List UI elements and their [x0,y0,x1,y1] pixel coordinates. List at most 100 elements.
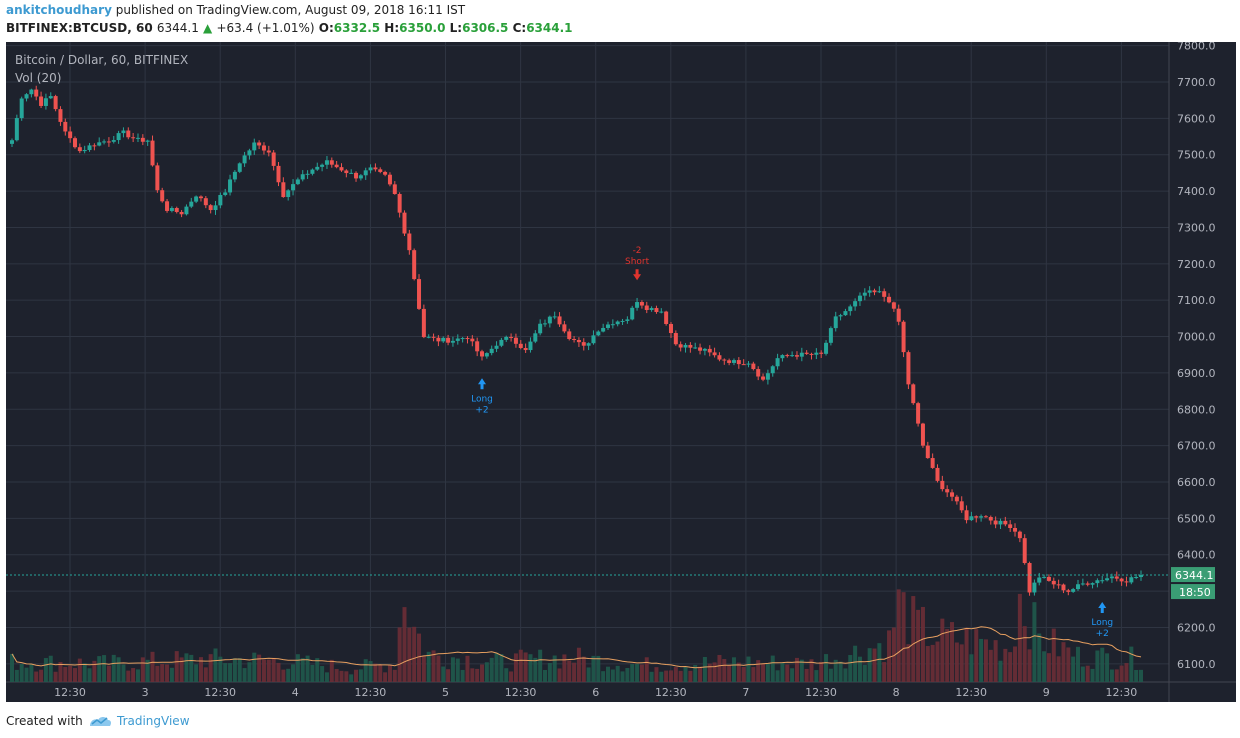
candle-body [1008,524,1013,529]
candle-body [993,520,998,525]
candle-body [765,373,770,380]
volume-bar [257,654,262,682]
volume-bar [358,669,363,682]
change-arrow-icon: ▲ [203,21,213,35]
candle-body [1071,589,1076,592]
candle-body [494,345,499,349]
candle-body [891,302,896,309]
price-chart[interactable]: 7800.0 7700.0 7600.0 7500.0 7400.0 7300.0 7200… [6,42,1236,702]
candle-body [460,338,465,340]
candle-body [572,338,577,340]
volume-bar [649,671,654,682]
countdown-badge-bg [1171,584,1215,600]
volume-bar [1090,668,1095,682]
volume-bar [315,658,320,682]
candle-body [1037,577,1042,583]
candle-body [659,311,664,313]
candle-body [135,137,140,139]
volume-bar [552,655,557,682]
chart-background [6,42,1236,702]
candle-body [838,315,843,317]
candle-body [625,319,630,321]
volume-bar [887,630,892,682]
candle-body [276,165,281,183]
candle-body [383,171,388,175]
candle-body [814,352,819,355]
volume-bar [576,647,581,682]
volume-bar [1139,669,1143,682]
x-axis-tick-label: 12:30 [54,686,86,699]
volume-bar [916,609,921,682]
low-value: 6306.5 [462,21,509,35]
volume-bar [581,656,586,682]
volume-bar [543,669,548,682]
chart-header: ankitchoudhary published on TradingView.… [0,0,1240,42]
volume-bar [39,669,44,682]
volume-bar [678,670,683,682]
candle-body [402,212,407,234]
candle-body [581,342,586,346]
volume-bar [954,642,959,682]
candle-body [974,516,979,518]
volume-bar [799,659,804,682]
candle-body [518,343,523,349]
volume-bar [407,627,412,682]
candle-body [242,155,247,164]
chart-pane[interactable]: 7800.0 7700.0 7600.0 7500.0 7400.0 7300.0 7200… [6,42,1236,702]
volume-bar [664,670,669,682]
candle-body [1105,578,1110,581]
volume-bar [1027,649,1032,682]
candle-body [804,352,809,354]
volume-bar [906,644,911,682]
candle-body [1124,581,1129,583]
volume-bar [731,657,736,682]
volume-bar [417,633,422,682]
candle-body [620,320,625,322]
candle-body [877,291,882,293]
volume-bar [131,668,136,682]
y-axis-tick-label: 7500.0 [1177,149,1216,162]
volume-bar [1085,665,1090,682]
volume-bar [392,669,397,682]
tradingview-logo-icon[interactable] [88,712,112,730]
volume-bar [223,663,228,682]
volume-bar [790,668,795,682]
y-axis-tick-label: 7400.0 [1177,185,1216,198]
candle-body [208,205,213,211]
volume-bar [431,650,436,682]
volume-bar [441,666,446,682]
volume-bar [950,622,955,682]
author-link[interactable]: ankitchoudhary [6,3,112,17]
candle-body [82,150,87,152]
volume-bar [48,655,53,682]
tradingview-brand-link[interactable]: TradingView [117,714,190,728]
candle-body [833,316,838,329]
volume-bar [446,669,451,682]
volume-bar [387,664,392,682]
volume-bar [412,626,417,682]
candle-body [407,233,412,251]
candle-body [232,171,237,180]
candle-body [310,169,315,174]
volume-bar [475,668,480,682]
volume-bar [1080,666,1085,682]
candle-body [887,296,892,303]
volume-bar [397,627,402,682]
candle-body [392,184,397,195]
candle-body [126,130,131,138]
volume-bar [228,663,233,682]
volume-bar [673,667,678,682]
volume-bar [106,665,111,682]
candle-body [305,173,310,175]
long-marker-label: Long [1091,618,1113,628]
candle-body [843,311,848,316]
volume-bar [867,648,872,682]
candle-body [1046,576,1051,581]
candle-body [1139,575,1143,578]
volume-bar [14,669,19,682]
volume-bar [58,662,63,682]
y-axis-tick-label: 7700.0 [1177,76,1216,89]
candle-body [523,348,528,351]
candle-body [533,333,538,342]
candle-body [324,160,329,165]
